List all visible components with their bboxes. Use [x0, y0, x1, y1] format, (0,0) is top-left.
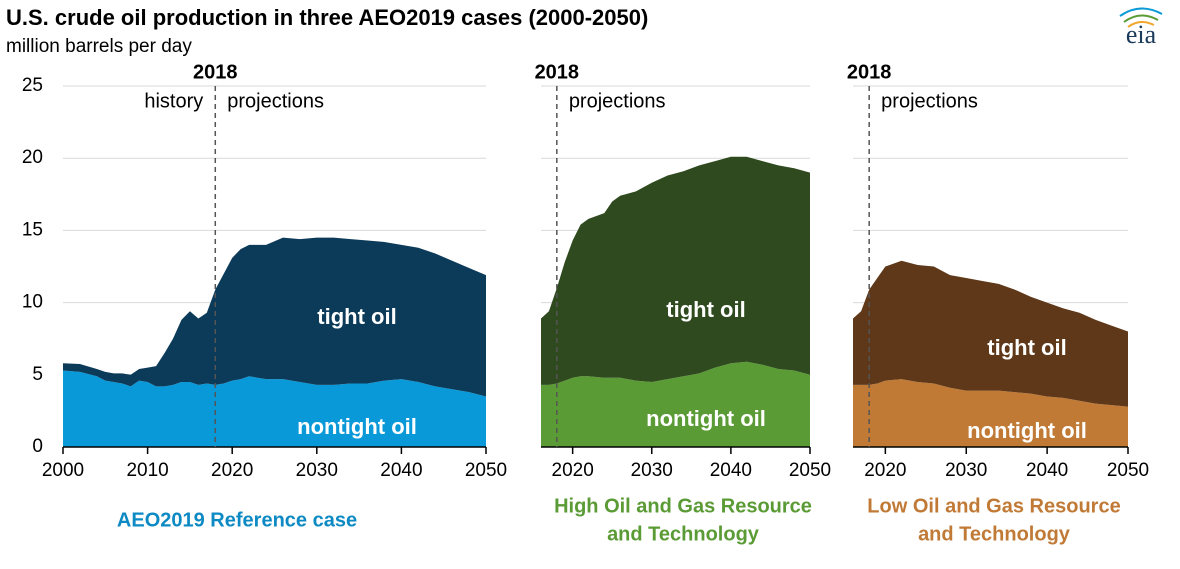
logo: eia [1119, 7, 1163, 49]
x-tick-label: 2040 [1026, 460, 1068, 481]
x-tick-label: 2040 [380, 460, 422, 481]
caption: Low Oil and Gas Resource [867, 495, 1120, 517]
y-tick-label: 15 [22, 219, 43, 240]
area [63, 370, 486, 447]
annotation: projections [569, 90, 666, 112]
vline-label: 2018 [847, 61, 892, 83]
y-tick-label: 10 [22, 292, 43, 313]
caption: and Technology [607, 523, 760, 545]
x-tick-label: 2030 [631, 460, 673, 481]
caption: and Technology [918, 523, 1071, 545]
y-tick-label: 25 [22, 75, 43, 96]
x-tick-label: 2040 [710, 460, 752, 481]
caption: AEO2019 Reference case [117, 509, 357, 531]
area [853, 260, 1128, 407]
vline-label: 2018 [193, 61, 238, 83]
area [63, 237, 486, 397]
annotation: history [144, 90, 203, 112]
x-tick-label: 2050 [1107, 460, 1149, 481]
series-label: nontight oil [646, 406, 766, 431]
area [853, 379, 1128, 447]
x-tick-label: 2020 [552, 460, 594, 481]
area [541, 361, 810, 447]
annotation: projections [881, 90, 978, 112]
x-tick-label: 2050 [465, 460, 507, 481]
y-tick-label: 5 [32, 364, 43, 385]
x-tick-label: 2020 [864, 460, 906, 481]
y-tick-label: 20 [22, 147, 43, 168]
series-label: tight oil [317, 304, 396, 329]
chart-title: U.S. crude oil production in three AEO20… [6, 5, 648, 30]
x-tick-label: 2010 [126, 460, 168, 481]
x-tick-label: 2000 [42, 460, 84, 481]
x-tick-label: 2030 [945, 460, 987, 481]
x-tick-label: 2020 [211, 460, 253, 481]
series-label: tight oil [987, 335, 1066, 360]
area [541, 156, 810, 385]
vline-label: 2018 [535, 61, 580, 83]
x-tick-label: 2030 [296, 460, 338, 481]
annotation: projections [227, 90, 324, 112]
series-label: tight oil [666, 297, 745, 322]
series-label: nontight oil [967, 418, 1087, 443]
x-tick-label: 2050 [789, 460, 831, 481]
series-label: nontight oil [297, 414, 417, 439]
chart-subtitle: million barrels per day [6, 36, 192, 57]
logo-text: eia [1126, 20, 1157, 49]
y-tick-label: 0 [32, 436, 43, 457]
caption: High Oil and Gas Resource [554, 495, 812, 517]
